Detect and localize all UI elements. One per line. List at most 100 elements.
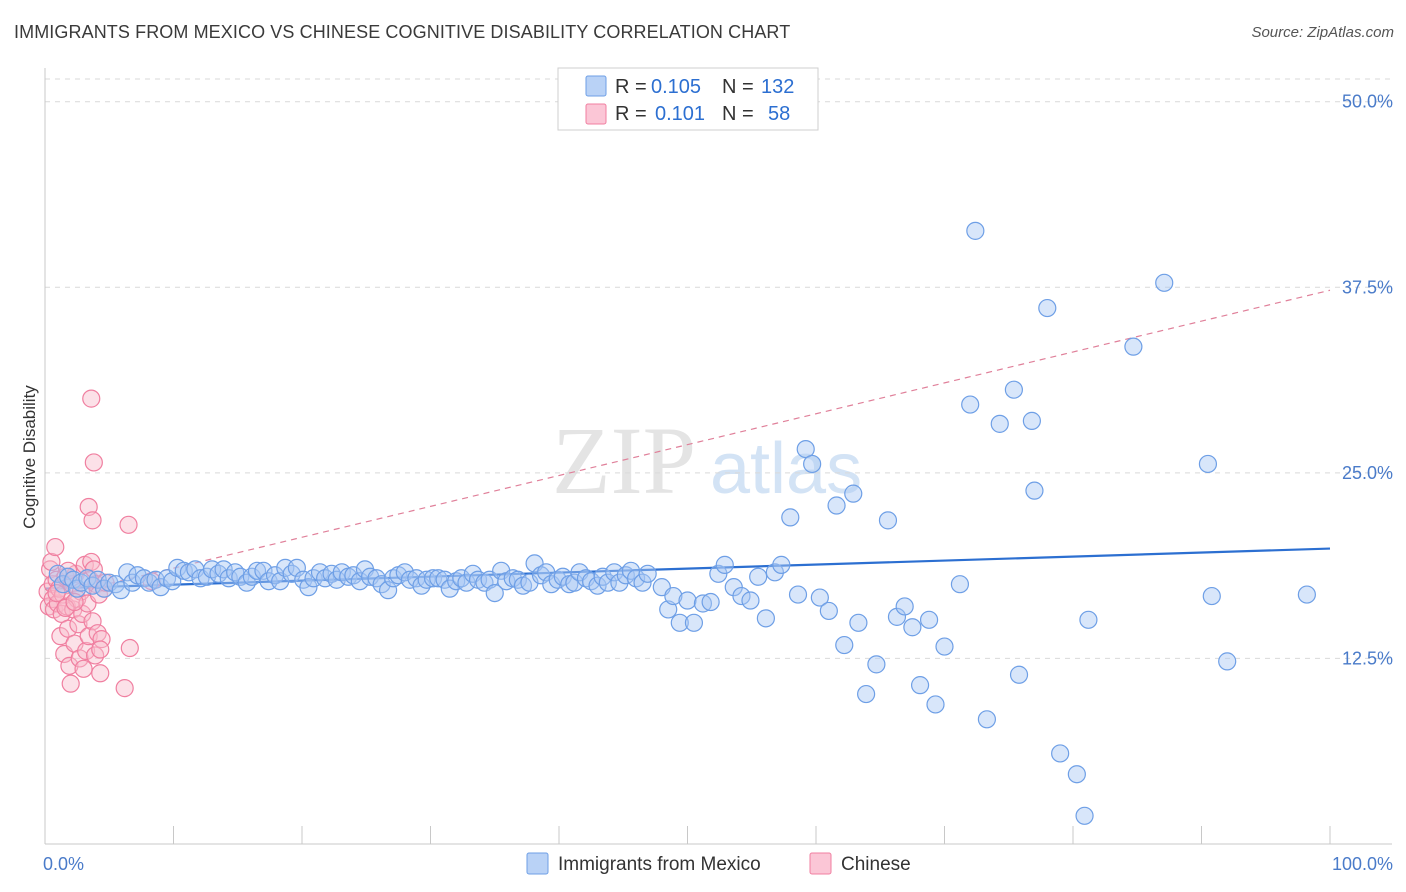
mexico-point	[849, 613, 868, 632]
mexico-point	[1025, 481, 1044, 500]
trend-lines	[44, 289, 1331, 600]
mexico-point	[966, 221, 985, 240]
mexico-point	[910, 676, 930, 695]
chinese-point	[56, 598, 75, 618]
mexico-point	[588, 576, 607, 595]
mexico-point	[1124, 337, 1143, 356]
legend-swatch-mexico	[585, 75, 607, 97]
mexico-point	[440, 579, 459, 598]
source-credit: Source: ZipAtlas.com	[1251, 24, 1394, 41]
mexico-point	[678, 591, 697, 610]
mexico-point	[1038, 298, 1057, 318]
mexico-point	[977, 710, 997, 729]
series-legend: Immigrants from Mexico Chinese	[526, 852, 911, 875]
mexico-point	[835, 635, 854, 655]
legend-n-value-2: 58	[768, 103, 790, 125]
legend-n-value-1: 132	[761, 76, 794, 98]
mexico-point	[919, 610, 939, 629]
mexico-point	[715, 555, 734, 574]
mexico-point	[553, 567, 572, 586]
mexico-point	[1297, 585, 1316, 604]
trend-line-chinese	[44, 289, 1331, 600]
bottom-legend-swatch-mexico	[526, 852, 549, 875]
chinese-point	[74, 659, 93, 678]
mexico-point	[88, 570, 107, 589]
mexico-point	[429, 569, 448, 588]
mexico-point	[163, 572, 182, 591]
mexico-point	[693, 594, 713, 613]
mexico-point	[254, 561, 273, 580]
mexico-point	[1022, 411, 1041, 430]
chinese-point	[79, 497, 98, 517]
chinese-point	[82, 389, 101, 408]
mexico-point	[282, 564, 301, 583]
chinese-point	[60, 656, 79, 675]
y-tick-label: 25.0%	[1342, 463, 1393, 483]
mexico-point	[1218, 652, 1237, 671]
chinese-points	[38, 389, 161, 698]
mexico-point	[1202, 586, 1221, 606]
mexico-point	[903, 618, 922, 637]
legend-r-value-2: 0.101	[655, 103, 705, 125]
bottom-legend-label-chinese: Chinese	[841, 854, 911, 875]
mexico-point	[151, 578, 170, 597]
chinese-point	[59, 561, 78, 580]
mexico-point	[749, 567, 768, 586]
mexico-point	[961, 395, 980, 414]
mexico-point	[781, 508, 800, 527]
mexico-point	[950, 575, 970, 594]
mexico-point	[867, 655, 886, 674]
mexico-point	[1075, 806, 1094, 825]
mexico-point	[633, 573, 652, 592]
chinese-point	[69, 615, 88, 634]
x-tick-label: 0.0%	[43, 854, 84, 874]
chinese-point	[120, 638, 139, 658]
mexico-point	[1067, 765, 1086, 784]
mexico-point	[857, 684, 876, 704]
mexico-point	[701, 592, 720, 612]
mexico-point	[990, 414, 1009, 433]
mexico-point	[878, 511, 898, 530]
chinese-point	[91, 664, 110, 683]
legend-r-value-1: 0.105	[651, 76, 701, 98]
mexico-point	[118, 563, 137, 582]
y-axis-label: Cognitive Disability	[20, 385, 39, 529]
mexico-point	[659, 600, 678, 619]
mexico-point	[926, 695, 945, 714]
legend-swatch-chinese	[585, 103, 607, 125]
mexico-point	[378, 581, 398, 600]
y-tick-label: 37.5%	[1342, 277, 1393, 297]
mexico-point	[457, 573, 476, 592]
mexico-point	[1198, 454, 1218, 474]
chinese-point	[83, 511, 102, 530]
mexico-point	[214, 560, 233, 579]
mexico-point	[772, 555, 791, 574]
chinese-point	[91, 640, 110, 659]
mexico-point	[638, 564, 657, 583]
mexico-point	[664, 586, 683, 606]
mexico-point	[237, 573, 256, 592]
mexico-point	[423, 569, 443, 588]
axes	[44, 68, 1392, 845]
mexico-point	[819, 601, 838, 621]
legend-n-label-2: N =	[722, 103, 754, 125]
chinese-point	[65, 592, 84, 612]
y-tick-label: 12.5%	[1342, 648, 1393, 668]
mexico-point	[844, 484, 863, 503]
chinese-point	[70, 649, 89, 668]
chart-title: IMMIGRANTS FROM MEXICO VS CHINESE COGNIT…	[14, 22, 791, 42]
mexico-point	[684, 613, 704, 632]
mexico-point	[593, 567, 612, 586]
mexico-point	[299, 578, 318, 597]
mexico-point	[1079, 610, 1098, 629]
bottom-legend-label-mexico: Immigrants from Mexico	[558, 854, 761, 875]
mexico-point	[310, 563, 330, 582]
mexico-point	[242, 567, 261, 586]
x-tick-label: 100.0%	[1332, 854, 1393, 874]
chinese-point	[115, 679, 134, 698]
mexico-point	[827, 496, 846, 515]
mexico-point	[670, 613, 689, 632]
mexico-points	[48, 221, 1316, 825]
chinese-point	[119, 515, 138, 534]
